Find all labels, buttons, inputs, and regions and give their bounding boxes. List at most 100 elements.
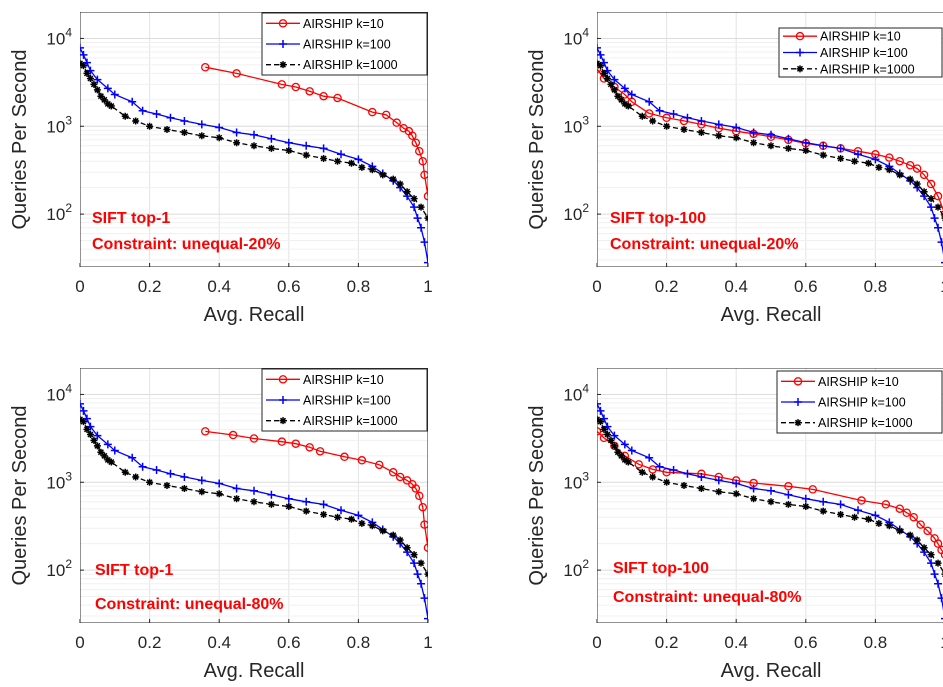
x-tick-label: 0.8 [347,633,371,652]
data-point [750,495,758,503]
data-point [319,91,328,101]
data-point [715,488,723,496]
data-point [597,62,604,70]
data-point [163,125,171,133]
y-tick-label: 102 [46,557,72,580]
x-tick-label: 0.8 [864,277,888,296]
legend-label: AIRSHIP k=10 [303,17,384,31]
x-axis-label: Avg. Recall [204,304,305,326]
data-point [267,500,275,508]
data-point [906,175,914,183]
data-point [357,456,367,465]
data-point [80,50,88,59]
data-point [333,93,342,103]
data-point [420,594,428,603]
data-point [916,520,925,529]
data-point [610,86,618,94]
data-point [697,472,706,481]
data-point [923,526,932,536]
data-point [819,497,828,506]
data-point [669,465,678,474]
data-point [875,163,883,171]
data-point [610,431,619,440]
data-point [920,188,928,196]
data-point [927,559,936,568]
data-point [697,484,705,492]
data-point [940,210,943,218]
series-circle [597,427,943,559]
data-point [250,130,258,139]
data-point [909,512,918,522]
data-point [697,128,705,136]
legend-marker [279,417,287,425]
data-point [634,460,644,469]
data-point [934,203,942,211]
data-point [302,497,311,506]
series-line [597,62,943,217]
plot-area [597,43,943,264]
series-circle [201,62,428,201]
data-point [320,510,328,518]
data-point [104,100,112,108]
data-point [93,75,102,84]
data-point [620,440,629,449]
data-point [423,191,428,201]
data-point [233,139,241,147]
x-axis-label: Avg. Recall [721,304,822,326]
data-point [132,117,140,125]
data-point [927,195,935,203]
data-point [396,180,404,188]
chart-panel-3: 0 0.2 0.4 0.6 0.8 1 102 103 104 Avg. Recall Querie… [9,368,433,682]
data-point [395,472,405,482]
data-point [680,481,688,489]
data-point [166,113,175,122]
data-point [895,504,905,513]
data-point [80,62,87,70]
series-line [205,66,428,197]
data-point [597,50,605,59]
data-point [180,472,189,481]
data-point [302,507,310,515]
data-point [930,214,939,223]
data-point [408,131,417,141]
data-point [784,482,793,491]
data-point [315,447,325,456]
data-point [93,442,101,450]
data-point [80,399,84,408]
data-point [267,490,276,499]
data-point [250,142,258,150]
data-point [277,80,287,89]
data-point [614,92,622,100]
legend-marker [796,65,804,73]
data-point [750,139,758,147]
series-plus [80,43,428,267]
data-point [655,462,664,471]
legend-label: AIRSHIP k=100 [303,394,391,408]
data-point [749,128,758,137]
data-point [180,116,189,125]
data-point [896,527,904,535]
x-tick-label: 0 [592,633,601,652]
x-tick-label: 0 [75,277,84,296]
data-point [417,579,426,588]
data-point [284,138,293,147]
data-point [354,155,363,164]
legend-label: AIRSHIP k=10 [818,375,899,389]
x-tick-label: 0.6 [277,633,301,652]
data-point [767,498,775,506]
data-point [597,427,602,436]
data-point [215,134,223,142]
data-point [358,519,366,527]
data-point [836,144,845,153]
data-point [319,144,328,153]
data-point [600,69,608,77]
plot-area [597,399,943,620]
data-point [233,495,241,503]
data-point [714,476,723,485]
x-tick-label: 0.6 [794,633,818,652]
data-point [420,170,428,180]
data-point [885,166,893,174]
data-point [617,452,625,460]
data-point [927,551,935,559]
